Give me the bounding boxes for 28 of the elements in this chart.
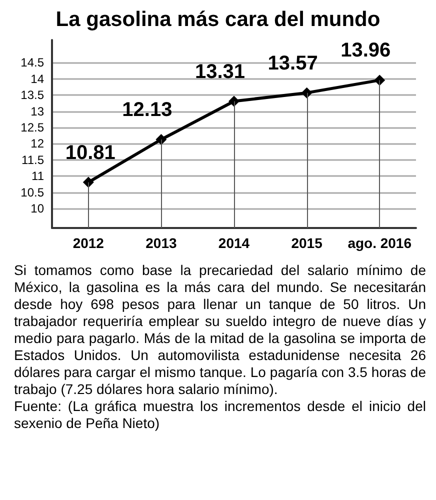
point [374, 74, 386, 86]
point [228, 96, 240, 107]
chart-title: La gasolina más cara del mundo [56, 8, 380, 31]
y-tick-label: 11 [32, 169, 44, 184]
point [301, 87, 312, 98]
y-tick-label: 10.5 [20, 185, 44, 200]
y-tick-label: 10 [30, 202, 44, 216]
x-tick-label: 2012 [72, 235, 104, 251]
y-tick-label: 12 [30, 136, 44, 151]
source-note: Fuente: (La gráfica muestra los incrementos desde el inicio del sexenio de Peña Nieto) [14, 398, 426, 432]
x-tick-label: 2015 [291, 235, 323, 251]
point [82, 176, 94, 188]
x-tick-label: ago. 2016 [348, 235, 412, 251]
data-label: 13.31 [194, 60, 246, 83]
point [156, 134, 167, 146]
y-tick-label: 13.5 [20, 88, 44, 102]
y-tick-label: 14 [30, 72, 44, 86]
data-label: 13.57 [268, 52, 318, 74]
y-tick-label: 12.5 [20, 120, 44, 135]
text: Si tomamos como base la precariedad del salario mínimo de México, la gasolina es la más cara del mundo. Se necesitarán desde hoy 698 pesos para llenar un tanque de 50 litros. Un trabajador requeriría emplear su sueldo integro de nueve días y medio para pagarlo. Más de la mitad de la gasolina se importa de Estados Unidos. Un automovilista estadunidense necesita 26 dólares para cargar el mismo tanque. Lo pagaría con 3.5 horas de trabajo (7.25 dólares hora salario mínimo). [14, 262, 426, 398]
y-tick-label: 11.5 [22, 152, 44, 167]
y-tick-label: 14.5 [20, 56, 44, 70]
data-label: 13.96 [340, 40, 391, 62]
data-label: 12.13 [122, 99, 172, 122]
x-tick-label: 2013 [146, 235, 177, 251]
y-tick-label: 13 [30, 104, 44, 118]
data-label: 10.81 [65, 142, 116, 164]
x-tick-label: 2014 [218, 235, 250, 251]
